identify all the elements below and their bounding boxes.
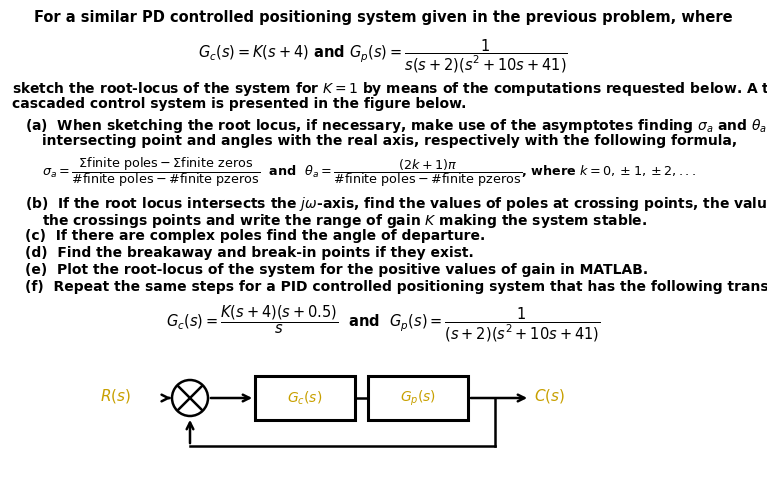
Bar xyxy=(255,376,355,420)
Text: $G_p(s)$: $G_p(s)$ xyxy=(400,388,436,408)
Bar xyxy=(368,376,468,420)
Text: $R(s)$: $R(s)$ xyxy=(100,387,131,405)
Text: For a similar PD controlled positioning system given in the previous problem, wh: For a similar PD controlled positioning … xyxy=(34,10,732,25)
Text: $C(s)$: $C(s)$ xyxy=(534,387,565,405)
Text: the crossings points and write the range of gain $K$ making the system stable.: the crossings points and write the range… xyxy=(42,212,647,230)
Text: $G_c(s) = \dfrac{K(s+4)(s+0.5)}{s}$  and  $G_p(s) = \dfrac{1}{(s+2)(s^2+10s+41)}: $G_c(s) = \dfrac{K(s+4)(s+0.5)}{s}$ and … xyxy=(166,304,601,344)
Text: (e)  Plot the root-locus of the system for the positive values of gain in MATLAB: (e) Plot the root-locus of the system fo… xyxy=(25,263,648,277)
Text: (b)  If the root locus intersects the $j\omega$-axis, find the values of poles a: (b) If the root locus intersects the $j\… xyxy=(25,195,767,213)
Text: $G_c(s)$: $G_c(s)$ xyxy=(288,389,323,407)
Text: (c)  If there are complex poles find the angle of departure.: (c) If there are complex poles find the … xyxy=(25,229,486,243)
Text: (d)  Find the breakaway and break-in points if they exist.: (d) Find the breakaway and break-in poin… xyxy=(25,246,474,260)
Text: $\sigma_a = \dfrac{\Sigma\mathrm{finite\ poles}-\Sigma\mathrm{finite\ zeros}}{\#: $\sigma_a = \dfrac{\Sigma\mathrm{finite\… xyxy=(42,155,696,189)
Text: (a)  When sketching the root locus, if necessary, make use of the asymptotes fin: (a) When sketching the root locus, if ne… xyxy=(25,117,767,135)
Text: (f)  Repeat the same steps for a PID controlled positioning system that has the : (f) Repeat the same steps for a PID cont… xyxy=(25,280,767,294)
Text: $G_c(s) = K(s + 4)$ and $G_p(s) = \dfrac{1}{s(s+2)(s^2+10s+41)}$: $G_c(s) = K(s + 4)$ and $G_p(s) = \dfrac… xyxy=(198,38,568,75)
Text: cascaded control system is presented in the figure below.: cascaded control system is presented in … xyxy=(12,97,466,111)
Text: sketch the root-locus of the system for $K = 1$ by means of the computations req: sketch the root-locus of the system for … xyxy=(12,80,767,98)
Text: intersecting point and angles with the real axis, respectively with the followin: intersecting point and angles with the r… xyxy=(42,134,737,148)
